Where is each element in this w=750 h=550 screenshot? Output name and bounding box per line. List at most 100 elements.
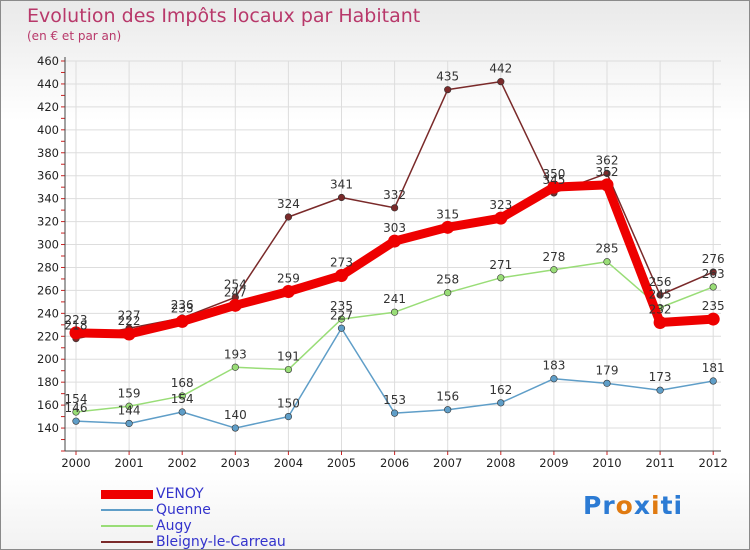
data-label: 263 [702, 267, 725, 281]
legend-swatch [101, 489, 153, 499]
data-label: 259 [277, 272, 300, 286]
data-label: 154 [65, 392, 88, 406]
logo-letter: r [602, 491, 616, 520]
y-tick-label: 420 [37, 100, 59, 114]
data-point [284, 365, 293, 374]
logo-letter: t [660, 491, 674, 520]
data-label: 332 [383, 188, 406, 202]
data-point [709, 268, 717, 276]
x-tick-label: 2009 [539, 456, 568, 470]
data-point [284, 412, 293, 421]
data-label: 233 [171, 301, 194, 315]
data-point [706, 312, 720, 326]
x-tick-label: 2003 [221, 456, 250, 470]
data-label: 345 [542, 173, 565, 187]
data-label: 247 [224, 285, 247, 299]
data-point [391, 204, 399, 212]
data-label: 179 [596, 363, 619, 377]
data-point [231, 363, 239, 371]
data-label: 303 [383, 221, 406, 235]
legend-swatch [101, 509, 153, 511]
data-point [337, 315, 346, 323]
chart-title: Evolution des Impôts locaux par Habitant [27, 5, 421, 27]
data-point [72, 417, 80, 425]
data-label: 193 [224, 347, 247, 361]
data-point [656, 291, 664, 299]
y-tick-label: 340 [37, 192, 59, 206]
data-label: 241 [383, 292, 406, 306]
y-tick-label: 300 [37, 238, 59, 252]
data-label: 168 [171, 376, 194, 390]
data-label: 162 [489, 383, 512, 397]
data-point [231, 424, 239, 432]
data-label: 146 [65, 401, 88, 415]
data-label: 442 [489, 62, 512, 76]
data-label: 154 [171, 392, 194, 406]
data-point [603, 169, 611, 178]
legend-item: Bleigny-le-Carreau [101, 534, 286, 549]
data-point [444, 289, 452, 297]
data-point [444, 406, 452, 414]
data-label: 285 [596, 242, 619, 256]
y-tick-label: 140 [37, 421, 59, 435]
data-label: 235 [702, 299, 725, 313]
data-label: 227 [118, 308, 141, 322]
data-label: 218 [65, 319, 88, 333]
data-point [444, 86, 452, 94]
data-label: 323 [489, 198, 512, 212]
x-tick-label: 2002 [168, 456, 197, 470]
data-label: 245 [649, 288, 672, 302]
legend-item: Augy [101, 518, 286, 534]
data-label: 435 [436, 70, 459, 84]
x-tick-label: 2000 [61, 456, 90, 470]
data-label: 236 [171, 298, 194, 312]
data-point [547, 180, 561, 194]
data-point [603, 379, 611, 387]
data-label: 223 [65, 313, 88, 327]
data-point [709, 377, 717, 385]
data-label: 254 [224, 277, 247, 291]
data-label: 258 [436, 273, 459, 287]
data-label: 140 [224, 408, 247, 422]
y-tick-label: 380 [37, 146, 59, 160]
data-label: 324 [277, 197, 300, 211]
data-point [388, 234, 402, 248]
x-tick-label: 2012 [699, 456, 728, 470]
data-point [653, 316, 667, 330]
logo-letter: o [615, 491, 634, 520]
legend-label: Augy [156, 518, 192, 534]
logo-letter: i [673, 491, 684, 520]
data-label: 183 [542, 359, 565, 373]
data-label: 191 [277, 350, 300, 364]
data-label: 173 [649, 370, 672, 384]
legend-item: VENOY [101, 486, 286, 502]
legend-label: Quenne [156, 502, 211, 518]
y-tick-label: 460 [37, 54, 59, 68]
data-point [175, 314, 189, 328]
data-label: 273 [330, 256, 353, 270]
data-label: 278 [542, 250, 565, 264]
logo-letter: x [633, 491, 651, 520]
y-tick-label: 180 [37, 375, 59, 389]
data-point [600, 178, 614, 192]
data-point [337, 193, 346, 202]
data-label: 341 [330, 178, 353, 192]
data-point [497, 274, 505, 282]
x-tick-label: 2007 [433, 456, 462, 470]
x-tick-label: 2001 [114, 456, 143, 470]
data-label: 256 [649, 275, 672, 289]
y-tick-label: 400 [37, 123, 59, 137]
data-label: 362 [596, 153, 619, 167]
data-point [497, 399, 505, 407]
x-tick-label: 2010 [592, 456, 621, 470]
data-label: 315 [436, 207, 459, 221]
x-tick-label: 2011 [645, 456, 674, 470]
data-point [391, 308, 399, 316]
chart-subtitle: (en € et par an) [27, 29, 122, 43]
data-label: 235 [330, 299, 353, 313]
legend: VENOY Quenne Augy Bleigny-le-Carreau [101, 486, 286, 549]
data-point [709, 283, 717, 291]
data-point [441, 220, 455, 234]
y-tick-label: 260 [37, 283, 59, 297]
